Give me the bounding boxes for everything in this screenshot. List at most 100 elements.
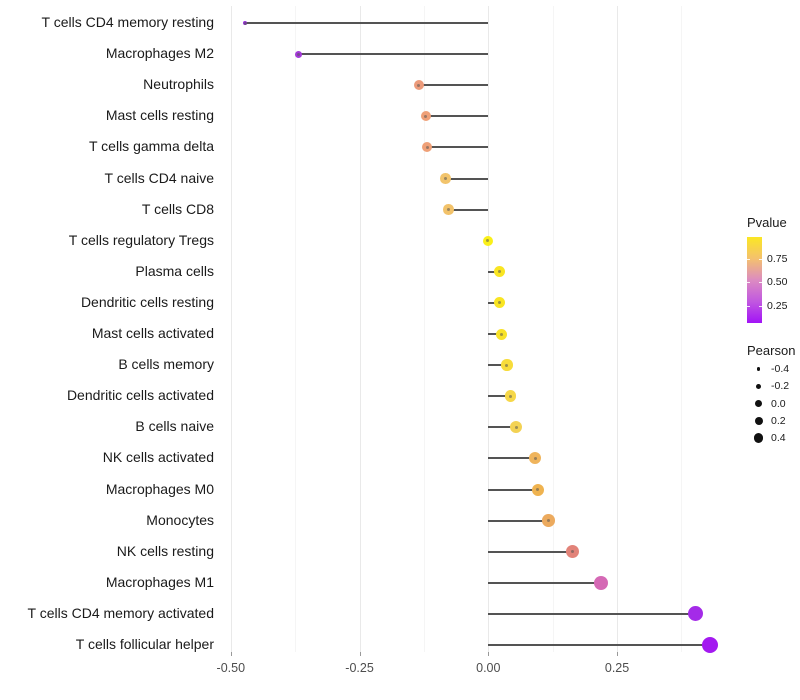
colorbar-tick-label: 0.50 <box>767 276 788 289</box>
lollipop-stem-end <box>497 301 501 305</box>
row-label: T cells CD4 memory activated <box>27 604 214 621</box>
colorbar-tick-label: 0.25 <box>767 299 788 312</box>
lollipop-stem-end <box>505 363 509 367</box>
row-label: Mast cells activated <box>91 325 214 341</box>
x-tick-mark <box>617 652 619 656</box>
colorbar-tick <box>759 305 762 307</box>
row-label: Neutrophils <box>143 76 214 93</box>
lollipop-stem-end <box>417 83 421 87</box>
lollipop-stem <box>488 333 502 335</box>
lollipop-stem-end <box>508 394 512 398</box>
row-label: T cells regulatory Tregs <box>68 231 214 248</box>
legend-pearson-title: Pearson <box>747 343 796 358</box>
lollipop-stem <box>245 22 489 24</box>
lollipop-stem <box>425 115 489 118</box>
row-label: T cells gamma delta <box>88 138 214 155</box>
lollipop-stem <box>298 53 489 56</box>
pearson-legend-label: 0.2 <box>771 414 786 427</box>
colorbar-tick <box>747 282 750 284</box>
row-label: NK cells resting <box>116 542 214 559</box>
legend-pearson: Pearson -0.4 -0.2 0.0 0.2 0.4 <box>747 343 800 444</box>
lollipop-stem <box>448 208 489 211</box>
lollipop-stem-end <box>444 177 448 180</box>
gridline-major <box>359 6 361 652</box>
x-tick-label: -0.50 <box>216 661 246 675</box>
lollipop-stem-end <box>424 114 428 118</box>
lollipop-stem-end <box>486 239 490 243</box>
lollipop-stem-end <box>514 425 518 429</box>
gridline-minor <box>552 6 554 652</box>
lollipop-stem <box>488 612 696 615</box>
lollipop-stem <box>488 426 517 429</box>
lollipop-stem <box>488 550 573 553</box>
lollipop-stem-end <box>243 21 247 25</box>
row-label: T cells CD8 <box>141 200 214 217</box>
pvalue-colorbar <box>747 237 762 323</box>
lollipop-stem-end <box>497 270 501 274</box>
lollipop-stem-end <box>297 52 301 56</box>
pearson-legend-label: 0.4 <box>771 432 786 444</box>
colorbar-tick <box>759 282 762 284</box>
row-label: Macrophages M1 <box>105 573 214 590</box>
gridline-minor <box>295 6 297 652</box>
lollipop-stem <box>488 488 538 491</box>
lollipop-stem <box>488 364 507 367</box>
row-label: Dendritic cells resting <box>80 293 214 310</box>
row-label: NK cells activated <box>102 449 214 466</box>
row-label: T cells follicular helper <box>75 636 214 652</box>
legend-pvalue: Pvalue 0.75 0.50 0.25 <box>747 215 800 323</box>
lollipop-stem-end <box>547 519 551 523</box>
lollipop-stem <box>488 519 549 522</box>
pearson-legend-dot <box>755 383 762 389</box>
row-label: B cells naive <box>135 418 214 435</box>
lollipop-stem <box>427 146 489 149</box>
pearson-legend-dot <box>755 400 762 407</box>
colorbar-tick <box>759 258 762 260</box>
row-label: Macrophages M2 <box>105 45 214 62</box>
lollipop-stem-end <box>570 550 574 554</box>
lollipop-dot <box>594 575 609 590</box>
gridline-minor <box>681 6 683 652</box>
lollipop-stem <box>488 395 511 398</box>
gridline-minor <box>423 6 425 652</box>
x-tick-label: 0.25 <box>604 661 630 675</box>
lollipop-stem-end <box>499 332 503 336</box>
lollipop-dot <box>687 606 703 622</box>
gridline-major <box>230 6 232 652</box>
lollipop-stem <box>445 177 489 180</box>
lollipop-stem-end <box>536 488 540 491</box>
x-tick-mark <box>359 652 361 656</box>
legend-pvalue-title: Pvalue <box>747 215 787 230</box>
x-tick-mark <box>488 652 490 656</box>
x-tick-mark <box>230 652 232 656</box>
row-label: Mast cells resting <box>105 107 214 124</box>
lollipop-stem <box>488 581 602 584</box>
pearson-legend-label: -0.2 <box>771 380 790 393</box>
row-label: Dendritic cells activated <box>66 387 214 404</box>
row-label: B cells memory <box>118 356 214 373</box>
lollipop-stem-end <box>425 145 429 149</box>
gridline-major <box>488 6 490 652</box>
pearson-legend-dot <box>754 416 763 425</box>
row-label: Macrophages M0 <box>105 480 214 497</box>
lollipop-stem <box>488 457 536 460</box>
pearson-legend-dot <box>753 433 764 443</box>
pearson-legend-label: 0.0 <box>771 397 786 410</box>
pearson-legend-label: -0.4 <box>771 363 790 375</box>
lollipop-stem-end <box>447 208 451 212</box>
row-label: Plasma cells <box>135 262 214 279</box>
pearson-legend-dot <box>756 367 761 371</box>
x-tick-label: -0.25 <box>345 661 374 675</box>
lollipop-stem <box>418 84 489 87</box>
lollipop-stem <box>488 644 710 646</box>
lollipop-dot <box>701 637 718 653</box>
row-label: T cells CD4 naive <box>104 169 214 186</box>
colorbar-tick <box>747 305 750 307</box>
lollipop-stem-end <box>533 456 537 460</box>
row-label: T cells CD4 memory resting <box>41 14 214 30</box>
colorbar-tick-label: 0.75 <box>767 252 788 265</box>
x-tick-label: 0.00 <box>476 661 501 675</box>
gridline-major <box>617 6 619 652</box>
colorbar-tick <box>747 258 750 260</box>
